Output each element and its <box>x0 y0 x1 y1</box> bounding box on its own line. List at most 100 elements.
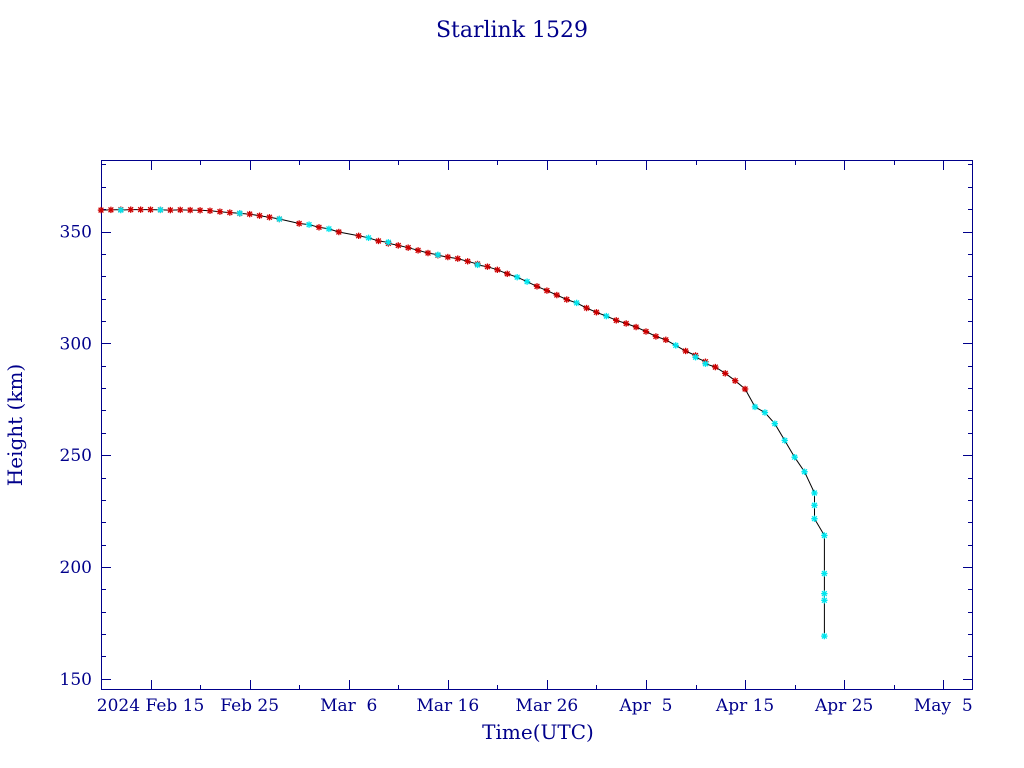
x-tick-label: Apr 15 <box>715 696 774 716</box>
red-data-point <box>147 206 154 213</box>
red-data-point <box>404 244 412 251</box>
cyan-data-point <box>117 206 125 214</box>
data-markers <box>97 206 828 640</box>
red-data-point <box>226 209 234 216</box>
cyan-data-point <box>276 215 283 223</box>
cyan-data-point <box>702 360 709 367</box>
cyan-data-point <box>751 403 759 411</box>
x-tick-label: Feb 25 <box>220 696 279 716</box>
red-data-point <box>335 228 343 236</box>
red-data-point <box>186 206 194 214</box>
cyan-data-point <box>791 454 798 461</box>
red-data-point <box>642 328 650 335</box>
cyan-data-point <box>821 632 828 640</box>
red-data-point <box>246 210 253 218</box>
cyan-data-point <box>692 354 699 361</box>
x-tick-label: Apr 25 <box>814 696 873 716</box>
red-data-point <box>196 207 204 214</box>
red-data-point <box>484 263 491 270</box>
red-data-point <box>414 247 422 254</box>
red-data-point <box>355 232 362 240</box>
cyan-data-point <box>305 221 313 228</box>
red-data-point <box>216 208 224 215</box>
cyan-data-point <box>236 210 243 217</box>
red-data-point <box>295 220 303 227</box>
red-data-point <box>395 242 402 249</box>
red-data-point <box>266 214 273 221</box>
cyan-data-point <box>821 570 828 577</box>
cyan-data-point <box>513 273 521 281</box>
red-data-point <box>652 333 660 340</box>
cyan-data-point <box>821 590 828 597</box>
x-axis-label: Time(UTC) <box>482 720 594 744</box>
red-data-point <box>494 266 501 274</box>
cyan-data-point <box>821 597 828 604</box>
plot-frame <box>101 160 973 690</box>
x-tick-label: Mar 26 <box>516 696 579 716</box>
red-data-point <box>722 370 729 377</box>
y-tick-label: 350 <box>60 223 92 243</box>
x-tick-label: 2024 Feb 15 <box>97 696 205 716</box>
red-data-point <box>315 224 323 231</box>
red-data-point <box>741 385 749 393</box>
cyan-data-point <box>811 489 818 497</box>
cyan-data-point <box>811 502 818 509</box>
red-data-point <box>464 258 471 265</box>
red-data-point <box>424 249 432 257</box>
red-data-point <box>613 317 620 324</box>
red-data-point <box>206 207 214 214</box>
x-tick-label: Apr 5 <box>619 696 673 716</box>
x-tick-label: Mar 6 <box>320 696 377 716</box>
red-data-point <box>563 296 570 303</box>
cyan-data-point <box>523 278 531 285</box>
cyan-data-point <box>325 225 333 233</box>
red-data-point <box>375 237 382 245</box>
red-data-point <box>662 336 670 343</box>
y-tick-label: 300 <box>60 334 92 354</box>
cyan-data-point <box>761 409 769 416</box>
red-data-point <box>533 283 541 290</box>
y-tick-label: 150 <box>60 670 92 690</box>
y-tick-label: 250 <box>60 446 92 466</box>
cyan-data-point <box>811 515 818 522</box>
cyan-data-point <box>434 251 442 259</box>
chart-title: Starlink 1529 <box>436 18 588 43</box>
red-data-point <box>682 347 689 355</box>
red-data-point <box>444 253 452 261</box>
red-data-point <box>256 212 263 219</box>
red-data-point <box>593 309 600 316</box>
red-data-point <box>553 291 561 299</box>
red-data-point <box>127 206 134 213</box>
y-tick-label: 200 <box>60 558 92 578</box>
red-data-point <box>177 206 184 214</box>
cyan-data-point <box>603 312 610 320</box>
cyan-data-point <box>672 342 679 349</box>
cyan-data-point <box>157 206 164 214</box>
cyan-data-point <box>801 468 808 475</box>
red-data-point <box>712 363 719 371</box>
red-data-point <box>731 377 739 384</box>
red-data-point <box>504 270 511 278</box>
cyan-data-point <box>821 532 828 539</box>
red-data-point <box>454 255 461 262</box>
red-data-point <box>632 323 640 331</box>
red-data-point <box>583 304 590 312</box>
cyan-data-point <box>771 420 779 427</box>
red-data-point <box>167 206 174 214</box>
x-tick-label: May 5 <box>914 696 973 716</box>
red-data-point <box>137 206 144 213</box>
cyan-data-point <box>573 299 580 307</box>
series-line <box>100 209 825 637</box>
cyan-data-point <box>781 437 788 444</box>
cyan-data-point <box>365 234 372 242</box>
cyan-data-point <box>385 239 392 246</box>
red-data-point <box>543 287 551 294</box>
axis-tick-labels: 2024 Feb 15 Feb 25 Mar 6 Mar 16 Mar 26 Apr 5 A… <box>60 223 973 716</box>
axis-ticks <box>101 160 973 690</box>
red-data-point <box>622 320 630 327</box>
red-data-point <box>97 206 105 214</box>
x-tick-label: Mar 16 <box>416 696 479 716</box>
red-data-point <box>107 206 115 214</box>
cyan-data-point <box>474 261 481 269</box>
